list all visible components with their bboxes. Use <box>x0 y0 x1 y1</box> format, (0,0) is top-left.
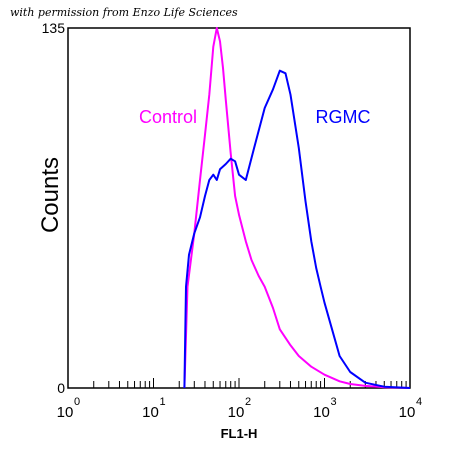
x-tick-base: 10 <box>57 404 74 421</box>
y-ticks: 0 135 <box>42 20 76 396</box>
x-tick-exponent: 2 <box>245 396 251 408</box>
x-tick-label: 101 <box>142 396 165 421</box>
series-labels: Control RGMC <box>139 107 371 127</box>
x-tick-base: 10 <box>399 404 416 421</box>
permission-credit: with permission from Enzo Life Sciences <box>10 6 238 19</box>
series-label-rgmc: RGMC <box>316 107 371 127</box>
y-tick-label: 135 <box>42 20 66 36</box>
series-label-control: Control <box>139 107 197 127</box>
x-tick-exponent: 4 <box>416 396 422 408</box>
series-line-rgmc <box>183 69 411 389</box>
x-tick-exponent: 0 <box>74 396 80 408</box>
y-tick-label: 0 <box>57 380 65 396</box>
x-tick-label: 102 <box>228 396 251 421</box>
x-tick-base: 10 <box>142 404 159 421</box>
x-tick-exponent: 1 <box>159 396 165 408</box>
x-tick-label: 103 <box>313 396 336 421</box>
x-tick-label: 104 <box>399 396 422 421</box>
x-tick-base: 10 <box>313 404 330 421</box>
y-axis-label: Counts <box>37 157 64 233</box>
x-tick-label: 100 <box>57 396 80 421</box>
x-minor-ticks <box>67 378 411 388</box>
series-layer <box>183 27 411 389</box>
x-tick-exponent: 3 <box>330 396 336 408</box>
x-tick-base: 10 <box>228 404 245 421</box>
series-line-control <box>183 27 411 389</box>
x-axis-label: FL1-H <box>221 426 258 441</box>
plot-frame <box>67 27 411 389</box>
